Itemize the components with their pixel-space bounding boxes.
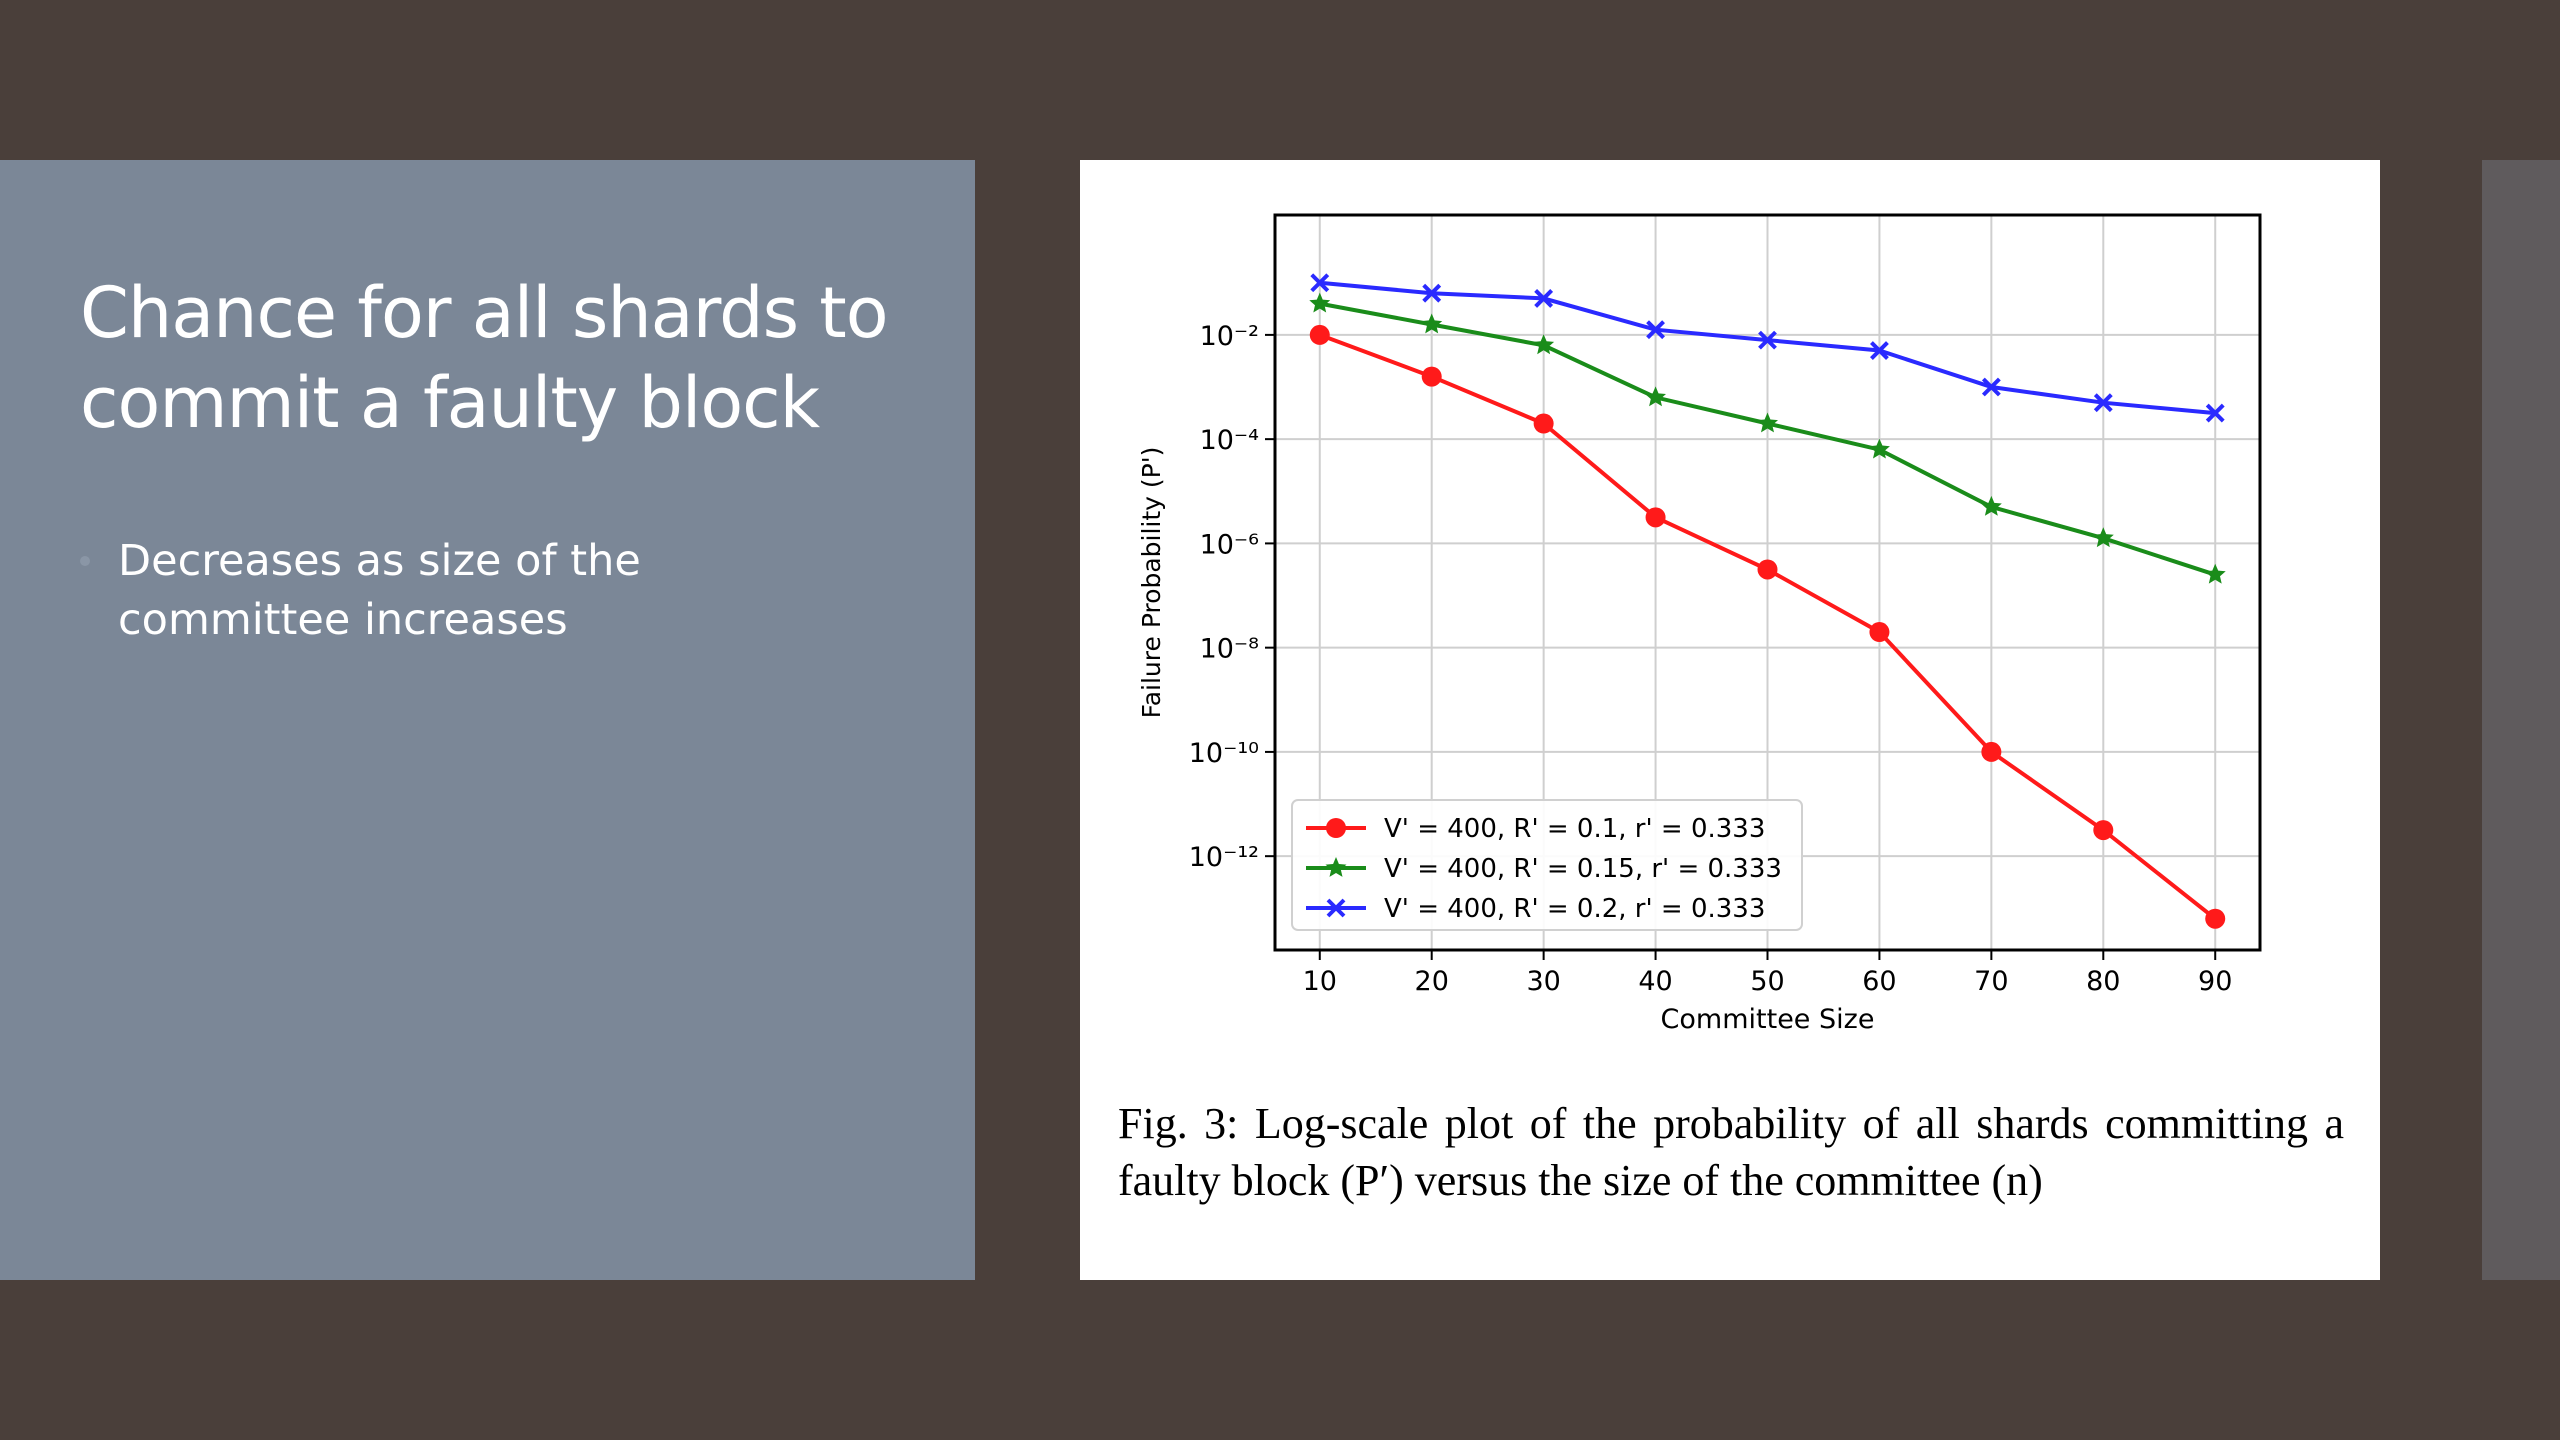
data-point <box>1981 377 2001 397</box>
slide-title: Chance for all shards to commit a faulty… <box>80 268 960 448</box>
x-tick-label: 80 <box>2086 966 2120 997</box>
title-line-1: Chance for all shards to <box>80 272 889 354</box>
legend-marker <box>1326 898 1346 918</box>
y-tick-label: 10⁻⁸ <box>1200 634 1259 665</box>
legend-label: V' = 400, R' = 0.1, r' = 0.333 <box>1384 814 1765 844</box>
data-point <box>1869 622 1890 643</box>
next-slide-edge <box>2482 160 2560 1280</box>
y-axis-label: Failure Probability (P') <box>1137 447 1166 719</box>
y-tick-label: 10⁻¹² <box>1189 842 1259 873</box>
data-point <box>1310 273 1330 293</box>
data-point <box>2205 908 2226 929</box>
data-point <box>1309 292 1331 313</box>
x-axis-label: Committee Size <box>1661 1004 1875 1035</box>
data-point <box>1421 313 1443 334</box>
title-line-2: commit a faulty block <box>80 362 820 444</box>
data-point <box>2204 563 2226 584</box>
failure-probability-chart: 10 20 30 40 50 60 70 80 90 10⁻² 10⁻⁴ 10⁻⁶ 10⁻⁸ 10⁻¹⁰ 1… <box>1137 213 2262 1035</box>
bullet-dot-icon <box>80 556 90 566</box>
data-point <box>2093 393 2113 413</box>
legend-entry-3: V' = 400, R' = 0.2, r' = 0.333 <box>1306 894 1765 924</box>
y-tick-label: 10⁻⁴ <box>1200 425 1259 456</box>
legend-marker <box>1326 818 1346 838</box>
series-2 <box>1309 292 2226 584</box>
x-tick-label: 50 <box>1750 966 1784 997</box>
data-point <box>2093 820 2114 841</box>
x-tick-label: 10 <box>1303 966 1337 997</box>
legend-label: V' = 400, R' = 0.2, r' = 0.333 <box>1384 894 1765 924</box>
x-tick-label: 60 <box>1862 966 1896 997</box>
data-point <box>1869 438 1890 459</box>
data-point <box>1757 412 1778 433</box>
data-point <box>1422 283 1442 303</box>
y-tick-label: 10⁻² <box>1200 321 1259 352</box>
legend: V' = 400, R' = 0.1, r' = 0.333 V' = 400, … <box>1291 799 1803 931</box>
y-tick-label: 10⁻¹⁰ <box>1189 738 1259 769</box>
data-point <box>1533 413 1554 434</box>
data-point <box>1533 334 1555 355</box>
figure-caption: Fig. 3: Log-scale plot of the probabilit… <box>1118 1099 2344 1205</box>
x-tick-label: 70 <box>1974 966 2008 997</box>
data-point <box>2092 527 2114 548</box>
data-point <box>1645 386 1666 407</box>
data-point <box>1981 741 2002 762</box>
data-point <box>1980 495 2002 516</box>
data-point <box>1758 330 1777 350</box>
legend-label: V' = 400, R' = 0.15, r' = 0.333 <box>1384 854 1782 884</box>
legend-entry-1: V' = 400, R' = 0.1, r' = 0.333 <box>1306 814 1765 844</box>
x-tick-label: 20 <box>1415 966 1449 997</box>
x-tick-label: 30 <box>1526 966 1560 997</box>
bullet-text: Decreases as size of the committee incre… <box>118 536 641 645</box>
text-panel <box>0 160 975 1280</box>
series-3 <box>1310 273 2225 423</box>
plot-frame <box>1273 213 2262 952</box>
x-tick-label: 90 <box>2198 966 2232 997</box>
data-point <box>1757 559 1778 580</box>
legend-marker <box>1325 857 1347 877</box>
data-point <box>2205 403 2225 423</box>
data-point <box>1645 507 1666 528</box>
data-point <box>1421 366 1442 387</box>
data-point <box>1534 288 1554 308</box>
data-point <box>1646 320 1665 340</box>
y-tick-label: 10⁻⁶ <box>1200 529 1259 560</box>
data-point <box>1870 341 1889 360</box>
legend-box <box>1291 799 1803 931</box>
series-1 <box>1309 324 2226 929</box>
data-point <box>1309 324 1330 345</box>
x-tick-label: 40 <box>1638 966 1672 997</box>
legend-entry-2: V' = 400, R' = 0.15, r' = 0.333 <box>1306 854 1782 884</box>
figure-panel: 10 20 30 40 50 60 70 80 90 10⁻² 10⁻⁴ 10⁻⁶ 10⁻⁸ 10⁻¹⁰ 1… <box>1080 160 2380 1280</box>
